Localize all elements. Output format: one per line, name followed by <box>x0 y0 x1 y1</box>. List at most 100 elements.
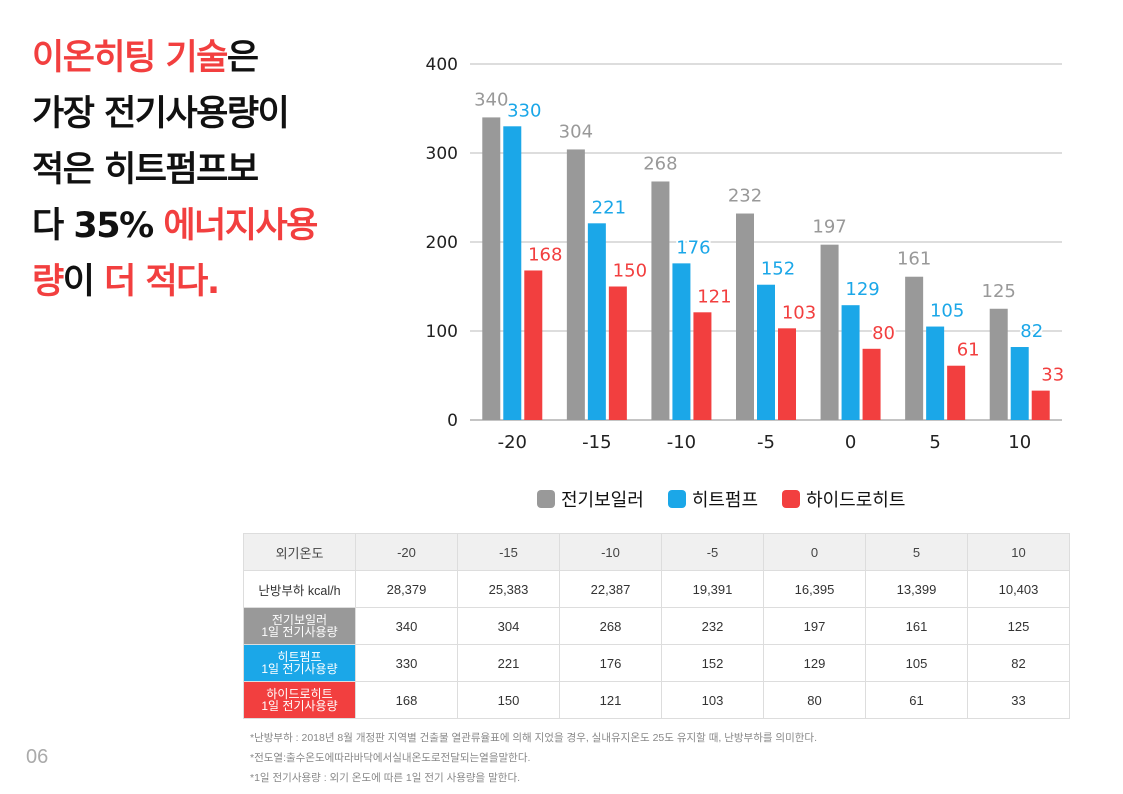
headline-highlight: 더 적다. <box>104 262 220 302</box>
table-cell: 232 <box>661 607 764 645</box>
table-cell: 168 <box>355 681 458 719</box>
bar <box>989 308 1008 420</box>
headline-text: 이 <box>62 262 105 302</box>
data-label: 176 <box>676 237 710 258</box>
data-label: 129 <box>845 279 879 300</box>
headline-text: 은 <box>226 38 259 78</box>
table-header-cell: 0 <box>763 533 866 571</box>
table-cell: 19,391 <box>661 570 764 608</box>
table-cell: 125 <box>967 607 1070 645</box>
page-number: 06 <box>26 746 49 768</box>
bar <box>672 263 691 420</box>
table-header-cell: 10 <box>967 533 1070 571</box>
x-tick-label: 0 <box>845 432 856 453</box>
footnotes: *난방부하 : 2018년 8월 개정판 지역별 건출물 열관류율표에 의해 지… <box>250 728 817 788</box>
bar-chart: 0100200300400340330168-20304221150-15268… <box>426 55 1067 453</box>
headline-highlight: 이온히팅 기술 <box>32 38 228 78</box>
data-label: 150 <box>613 261 647 282</box>
table-cell: 268 <box>559 607 662 645</box>
y-tick-label: 100 <box>426 322 458 342</box>
table-row-heat-pump: 히트펌프 1일 전기사용량 330 221 176 152 129 105 82 <box>243 644 1070 682</box>
table-cell: 197 <box>763 607 866 645</box>
legend-item-heat-pump: 히트펌프 <box>667 486 758 512</box>
table-cell: 105 <box>865 644 968 682</box>
headline-line-1: 이온히팅 기술은 <box>32 30 372 86</box>
bar <box>1010 347 1029 420</box>
table-cell: 150 <box>457 681 560 719</box>
data-label: 221 <box>592 197 626 218</box>
bar <box>820 244 839 420</box>
table-cell: 221 <box>457 644 560 682</box>
bar <box>693 312 712 420</box>
table-cell: 13,399 <box>865 570 968 608</box>
table-header-cell: -10 <box>559 533 662 571</box>
bar <box>608 286 627 420</box>
table-cell: 304 <box>457 607 560 645</box>
data-label: 121 <box>697 286 731 307</box>
x-tick-label: 5 <box>929 432 940 453</box>
headline-highlight: 량 <box>32 262 64 302</box>
bar <box>736 213 754 420</box>
data-label: 168 <box>528 244 562 265</box>
footnote: *전도열:출수온도에따라바닥에서실내온도로전달되는열을말한다. <box>250 752 531 764</box>
table-cell: 22,387 <box>559 570 662 608</box>
x-tick-label: -20 <box>498 432 527 453</box>
table-cell: 28,379 <box>355 570 458 608</box>
bar <box>566 149 585 420</box>
data-label: 103 <box>782 302 816 323</box>
data-table: 외기온도 -20 -15 -10 -5 0 5 10 난방부하 kcal/h 2… <box>243 533 1070 719</box>
bar <box>482 117 501 421</box>
bar <box>841 305 860 420</box>
row-label-line-2: 1일 전기사용량 <box>261 625 338 639</box>
x-tick-label: -5 <box>757 432 775 453</box>
table-cell: 340 <box>355 607 458 645</box>
data-label: 340 <box>474 89 508 110</box>
bar <box>778 328 796 420</box>
y-tick-label: 400 <box>426 55 458 75</box>
table-row-heating-load: 난방부하 kcal/h 28,379 25,383 22,387 19,391 … <box>243 570 1070 608</box>
data-label: 232 <box>728 186 762 207</box>
data-label: 82 <box>1020 321 1043 342</box>
table-cell: 152 <box>661 644 764 682</box>
footnote: *1일 전기사용량 : 외기 온도에 따른 1일 전기 사용량을 말한다. <box>250 772 521 784</box>
table-row-label: 하이드로히트 1일 전기사용량 <box>243 681 356 719</box>
table-cell: 33 <box>967 681 1070 719</box>
x-tick-label: -15 <box>582 432 611 453</box>
table-cell: 121 <box>559 681 662 719</box>
headline-line-2: 가장 전기사용량이 <box>32 94 290 134</box>
table-row-electric-boiler: 전기보일러 1일 전기사용량 340 304 268 232 197 161 12… <box>243 607 1070 645</box>
table-header-cell: -20 <box>355 533 458 571</box>
table-row-label: 전기보일러 1일 전기사용량 <box>243 607 356 645</box>
row-label-line-2: 1일 전기사용량 <box>261 699 338 713</box>
table-cell: 61 <box>865 681 968 719</box>
legend-swatch <box>667 490 686 508</box>
data-label: 61 <box>957 340 980 361</box>
y-tick-label: 0 <box>447 411 458 431</box>
headline-line-4: 다 35% 에너지사용 <box>32 198 372 254</box>
table-row-label: 난방부하 kcal/h <box>243 570 356 608</box>
legend-item-hydro-heat: 하이드로히트 <box>782 486 905 512</box>
table-cell: 161 <box>865 607 968 645</box>
bar <box>587 223 606 420</box>
table-cell: 80 <box>763 681 866 719</box>
bar <box>947 365 966 420</box>
data-label: 80 <box>872 323 895 344</box>
table-cell: 25,383 <box>457 570 560 608</box>
data-label: 161 <box>897 249 931 270</box>
bar <box>503 126 522 421</box>
legend-label: 전기보일러 <box>561 490 644 511</box>
data-label: 330 <box>507 100 541 121</box>
headline-line-5: 량이 더 적다. <box>32 254 372 310</box>
bar <box>862 348 881 420</box>
table-cell: 16,395 <box>763 570 866 608</box>
table-cell: 10,403 <box>967 570 1070 608</box>
data-label: 304 <box>559 121 593 142</box>
data-label: 125 <box>982 281 1016 302</box>
row-label-line-1: 하이드로히트 <box>266 687 333 701</box>
table-header-row: 외기온도 -20 -15 -10 -5 0 5 10 <box>243 533 1070 571</box>
bar <box>1031 390 1050 420</box>
table-header-cell: -15 <box>457 533 560 571</box>
table-cell: 129 <box>763 644 866 682</box>
table-header-cell: 5 <box>865 533 968 571</box>
table-cell: 330 <box>355 644 458 682</box>
